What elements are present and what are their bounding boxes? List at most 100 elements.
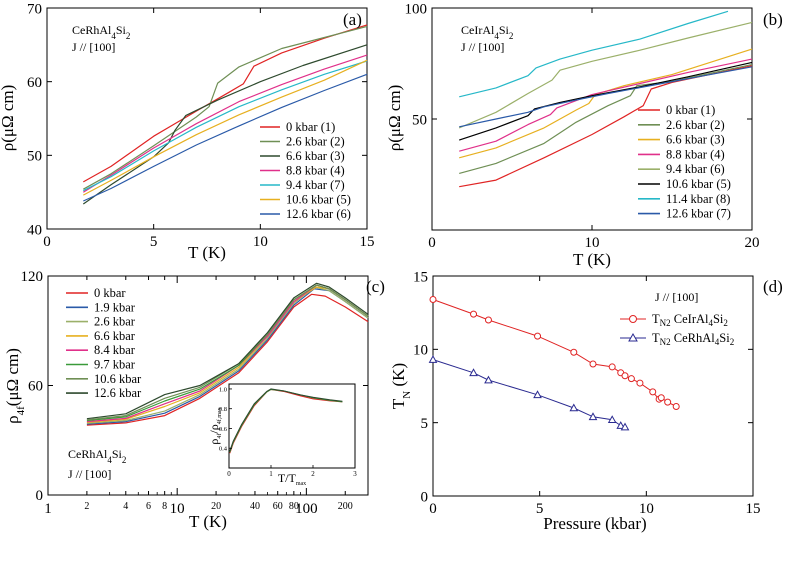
x-tick-label: 10 — [639, 501, 654, 517]
x-tick-label: 1 — [44, 501, 52, 517]
panel-d-ticks: 0 5 10 15 0 5 10 15 — [413, 269, 761, 517]
legend-text-part: CeIrAl — [671, 312, 709, 326]
legend-entry-4: 9.4 kbar (7) — [286, 178, 345, 192]
x-minor-tick-label: 20 — [211, 501, 221, 512]
data-point-triangle — [428, 355, 438, 363]
x-tick-label: 5 — [536, 501, 544, 517]
series-line-2 — [82, 44, 368, 205]
legend-entry-5: 9.7 kbar — [94, 358, 136, 372]
data-point-triangle — [607, 415, 617, 424]
legend-entry-1: 2.6 kbar (2) — [286, 135, 345, 149]
series-line-0 — [432, 299, 677, 407]
legend-entry-6: 10.6 kbar — [94, 372, 142, 386]
x-minor-tick-label: 2 — [84, 501, 89, 512]
legend-entry-1: 2.6 kbar (2) — [666, 118, 725, 132]
legend-entry-0: 0 kbar (1) — [286, 120, 335, 134]
data-point-circle — [570, 348, 578, 356]
y-tick-label: 120 — [21, 269, 44, 285]
data-point-circle — [470, 310, 478, 318]
y-tick-label: 50 — [27, 149, 42, 165]
panel-d-current: J // [100] — [655, 290, 698, 304]
legend-entry-0: 0 kbar — [94, 286, 126, 300]
series-line-5 — [83, 59, 368, 196]
panel-c-ylabel: ρ4f(μΩ cm) — [3, 348, 27, 424]
x-tick-label: 100 — [295, 501, 318, 517]
legend-entry-2: 6.6 kbar (3) — [666, 133, 725, 147]
data-point-circle — [649, 388, 657, 396]
series-line-4 — [458, 21, 753, 129]
series-line-2 — [86, 286, 369, 424]
legend-text-part: 4 — [708, 318, 713, 328]
legend-entry-2: 2.6 kbar — [94, 315, 136, 329]
inset-ticks: 0 1 2 3 0.4 0.6 0.8 1.0 — [219, 386, 357, 478]
panel-a-ylabel: ρ(μΩ cm) — [0, 85, 17, 152]
data-point-triangle — [616, 421, 626, 429]
panel-c-plot — [86, 282, 369, 426]
y-tick-label: 40 — [27, 222, 42, 238]
inset-frame — [228, 383, 356, 469]
panel-a-ticks: 0 5 10 15 40 50 60 70 — [27, 1, 375, 250]
inset-ylabel: ρ4f/ρ4f,max — [207, 407, 223, 444]
inset-plot — [229, 388, 343, 454]
panel-a-label: (a) — [343, 10, 362, 29]
data-point-circle — [429, 295, 437, 303]
panel-b-ylabel: ρ(μΩ cm) — [385, 85, 404, 152]
legend-entry-6: 12.6 kbar (6) — [286, 207, 351, 221]
legend-entry-3: 6.6 kbar — [94, 329, 136, 343]
series-line-0 — [86, 293, 369, 426]
panel-b-plot — [458, 10, 753, 188]
inset-y-tick-label: 1.0 — [219, 386, 227, 393]
series-line-1 — [83, 25, 368, 190]
inset-y-tick-label: 0.4 — [219, 446, 228, 453]
legend-entry-0: TN2 CeIrAl4Si2 — [652, 312, 728, 328]
x-tick-label: 10 — [170, 501, 185, 517]
panel-b-label: (b) — [763, 10, 783, 29]
legend-text-part: N2 — [660, 337, 671, 347]
legend-marker-triangle — [628, 332, 638, 342]
panel-a-frame — [46, 7, 368, 230]
x-tick-label: 10 — [585, 235, 600, 251]
inset-y-tick-label: 0.8 — [219, 406, 227, 413]
series-line-6 — [86, 284, 369, 421]
series-line-4 — [83, 60, 368, 192]
data-point-triangle — [620, 422, 630, 431]
series-line-5 — [459, 61, 753, 141]
x-minor-tick-label: 60 — [273, 501, 283, 512]
series-line-6 — [83, 73, 368, 202]
series-line-3 — [82, 54, 368, 193]
series-line-0 — [83, 24, 368, 183]
panel-d-ylabel: TN (K) — [389, 363, 413, 409]
y-tick-label: 10 — [413, 343, 428, 359]
x-minor-tick-label: 6 — [146, 501, 151, 512]
panel-a-compound: CeRhAl4Si2 — [72, 23, 130, 41]
legend-text-part: T — [652, 312, 660, 326]
inset-x-tick-label: 3 — [353, 470, 357, 478]
y-tick-label: 70 — [27, 1, 42, 17]
x-tick-label: 10 — [253, 234, 268, 250]
series-line-1 — [432, 359, 626, 428]
x-minor-tick-label: 40 — [250, 501, 260, 512]
panel-d-xlabel: Pressure (kbar) — [543, 514, 646, 533]
panel-d-frame — [432, 275, 754, 497]
legend-entry-4: 8.4 kbar — [94, 343, 136, 357]
legend-text-part: 2 — [730, 337, 735, 347]
data-point-circle — [621, 372, 629, 380]
legend-entry-3: 8.8 kbar (4) — [666, 147, 725, 161]
legend-entry-6: 11.4 kbar (8) — [666, 192, 730, 206]
panel-a: 0 5 10 15 40 50 60 70 (a) CeRhAl4Si2 J // [100]… — [0, 1, 375, 262]
data-point-triangle — [469, 368, 478, 377]
data-point-triangle — [484, 375, 493, 384]
y-tick-label: 5 — [421, 416, 429, 432]
panel-c-current: J // [100] — [68, 467, 111, 481]
panel-b-ticks: 0 10 20 50 100 — [405, 1, 760, 251]
legend-text-part: 4 — [715, 337, 720, 347]
inset-y-tick-label: 0.6 — [219, 426, 228, 433]
y-tick-label: 60 — [28, 379, 43, 395]
panel-c-label: (c) — [366, 277, 385, 296]
data-point-circle — [664, 398, 672, 406]
panel-a-legend: 0 kbar (1)2.6 kbar (2)6.6 kbar (3)8.8 kb… — [260, 120, 351, 221]
inset-x-tick-label: 2 — [311, 470, 315, 478]
panel-d-plot — [428, 295, 680, 431]
x-minor-tick-label: 8 — [162, 501, 167, 512]
